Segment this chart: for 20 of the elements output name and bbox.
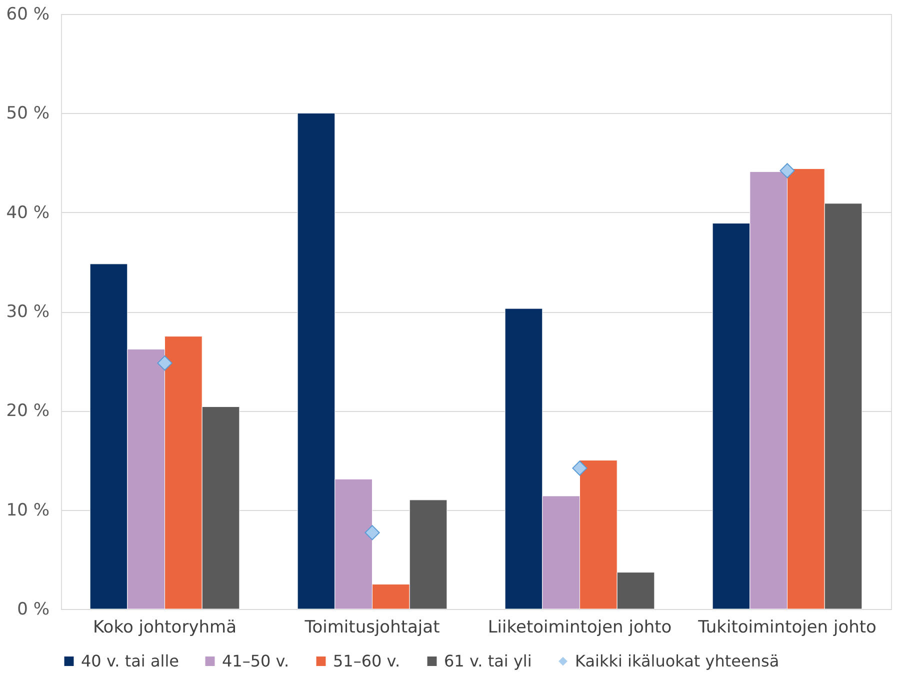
point xyxy=(780,163,795,178)
point xyxy=(364,525,380,540)
y-tick-label: 20 % xyxy=(6,401,50,422)
point xyxy=(157,355,172,371)
x-tick-label: Koko johtoryhmä xyxy=(92,618,237,638)
legend-label: 40 v. tai alle xyxy=(81,651,179,670)
x-tick-label: Tukitoimintojen johto xyxy=(697,618,876,638)
legend-label: 61 v. tai yli xyxy=(444,651,532,670)
legend-label: Kaikki ikäluokat yhteensä xyxy=(575,651,780,670)
x-tick-label: Liiketoimintojen johto xyxy=(488,618,672,638)
x-tick-label: Toimitusjohtajat xyxy=(304,618,440,638)
legend-label: 41–50 v. xyxy=(222,651,290,670)
y-tick-label: 30 % xyxy=(6,302,50,322)
point xyxy=(572,460,588,476)
y-tick-label: 0 % xyxy=(17,600,50,620)
y-tick-label: 50 % xyxy=(6,104,50,124)
y-tick-label: 60 % xyxy=(6,4,50,24)
legend-label: 51–60 v. xyxy=(333,651,400,670)
y-tick-label: 10 % xyxy=(6,500,50,520)
y-tick-label: 40 % xyxy=(6,202,50,223)
